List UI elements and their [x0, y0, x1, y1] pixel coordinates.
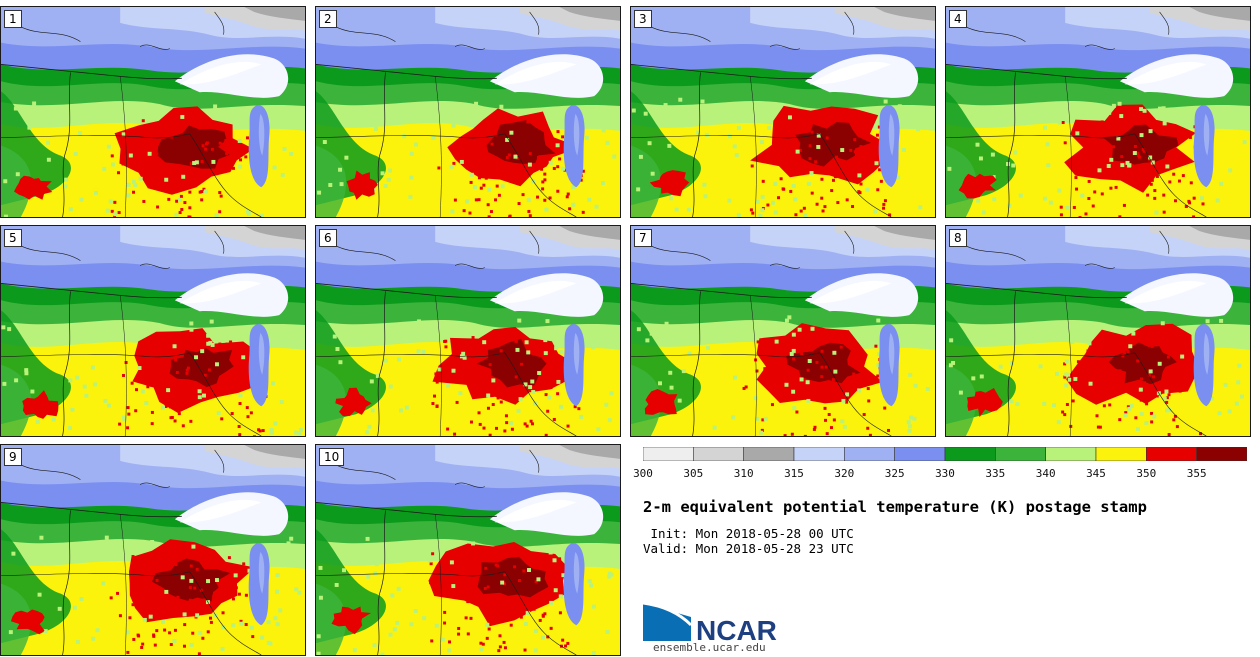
ensemble-member-panel: 6 — [315, 225, 621, 437]
valid-time: Valid: Mon 2018-05-28 23 UTC — [643, 541, 854, 556]
colorbar-segment — [743, 447, 795, 461]
colorbar-tick-label: 305 — [683, 467, 704, 480]
ensemble-member-panel: 4 — [945, 6, 1251, 218]
colorbar-tick-label: 310 — [733, 467, 754, 480]
ensemble-member-panel: 1 — [0, 6, 306, 218]
colorbar-tick-label: 320 — [834, 467, 855, 480]
init-time: Init: Mon 2018-05-28 00 UTC — [643, 526, 854, 541]
colorbar-tick-label: 340 — [1035, 467, 1056, 480]
colorbar-tick-label: 300 — [633, 467, 653, 480]
map-field — [1, 7, 305, 217]
colorbar — [643, 447, 1247, 461]
panel-number-label: 9 — [4, 448, 22, 466]
colorbar-tick-label: 315 — [784, 467, 804, 480]
ensemble-member-panel: 3 — [630, 6, 936, 218]
colorbar-segment — [844, 447, 895, 461]
panel-number-label: 1 — [4, 10, 22, 28]
ncar-logo-swoosh — [643, 601, 693, 627]
ncar-logo: NCAR — [643, 601, 777, 643]
ensemble-member-panel: 9 — [0, 444, 306, 656]
panel-number-label: 5 — [4, 229, 22, 247]
colorbar-segment — [1146, 447, 1197, 461]
panel-number-label: 8 — [949, 229, 967, 247]
map-field — [1, 226, 305, 436]
colorbar-tick-label: 350 — [1136, 467, 1157, 480]
colorbar-tick-label: 345 — [1086, 467, 1106, 480]
panel-number-label: 6 — [319, 229, 337, 247]
panel-number-label: 3 — [634, 10, 652, 28]
colorbar-segment — [894, 447, 946, 461]
colorbar-segment — [944, 447, 996, 461]
colorbar-tick-label: 330 — [935, 467, 955, 480]
map-field — [631, 7, 935, 217]
colorbar-segment — [1045, 447, 1097, 461]
ensemble-member-panel: 2 — [315, 6, 621, 218]
map-field — [1, 445, 305, 655]
colorbar-segment — [1196, 447, 1247, 461]
ncar-logo-text: NCAR — [696, 615, 777, 643]
colorbar-segment — [693, 447, 744, 461]
colorbar-tick-label: 325 — [884, 467, 905, 480]
map-field — [946, 7, 1250, 217]
colorbar-tick-label: 355 — [1186, 467, 1207, 480]
colorbar-segment — [1095, 447, 1147, 461]
colorbar-segment — [995, 447, 1046, 461]
colorbar-tick-label: 335 — [985, 467, 1006, 480]
panel-number-label: 4 — [949, 10, 967, 28]
map-field — [316, 445, 620, 655]
ncar-logo-mark — [643, 603, 691, 641]
panel-number-label: 7 — [634, 229, 652, 247]
ensemble-member-panel: 10 — [315, 444, 621, 656]
map-field — [316, 226, 620, 436]
map-field — [946, 226, 1250, 436]
site-url: ensemble.ucar.edu — [653, 641, 766, 654]
panel-number-label: 10 — [319, 448, 345, 466]
colorbar-segment — [643, 447, 694, 461]
map-field — [316, 7, 620, 217]
ensemble-member-panel: 8 — [945, 225, 1251, 437]
ensemble-member-panel: 5 — [0, 225, 306, 437]
ensemble-member-panel: 7 — [630, 225, 936, 437]
map-field — [631, 226, 935, 436]
panel-number-label: 2 — [319, 10, 337, 28]
colorbar-segment — [793, 447, 845, 461]
chart-title: 2-m equivalent potential temperature (K)… — [643, 498, 1147, 516]
